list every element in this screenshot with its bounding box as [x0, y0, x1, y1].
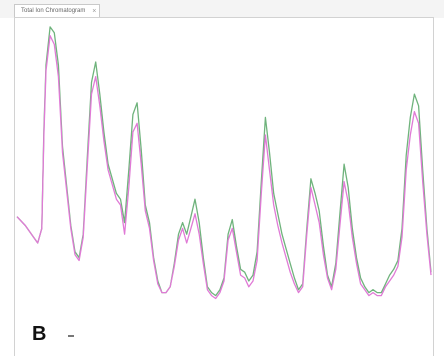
tab-label: Total Ion Chromatogram — [21, 8, 86, 14]
close-icon[interactable]: × — [92, 8, 97, 15]
chromatogram-plot — [16, 26, 432, 300]
tab-total-ion-chromatogram[interactable]: Total Ion Chromatogram × — [14, 4, 101, 18]
series-line-1 — [16, 26, 432, 297]
panel-dash — [68, 335, 74, 337]
tab-strip: Total Ion Chromatogram × — [0, 0, 444, 18]
series-line-2 — [16, 35, 432, 300]
plot-area — [14, 17, 434, 356]
panel-label: B — [16, 314, 84, 354]
